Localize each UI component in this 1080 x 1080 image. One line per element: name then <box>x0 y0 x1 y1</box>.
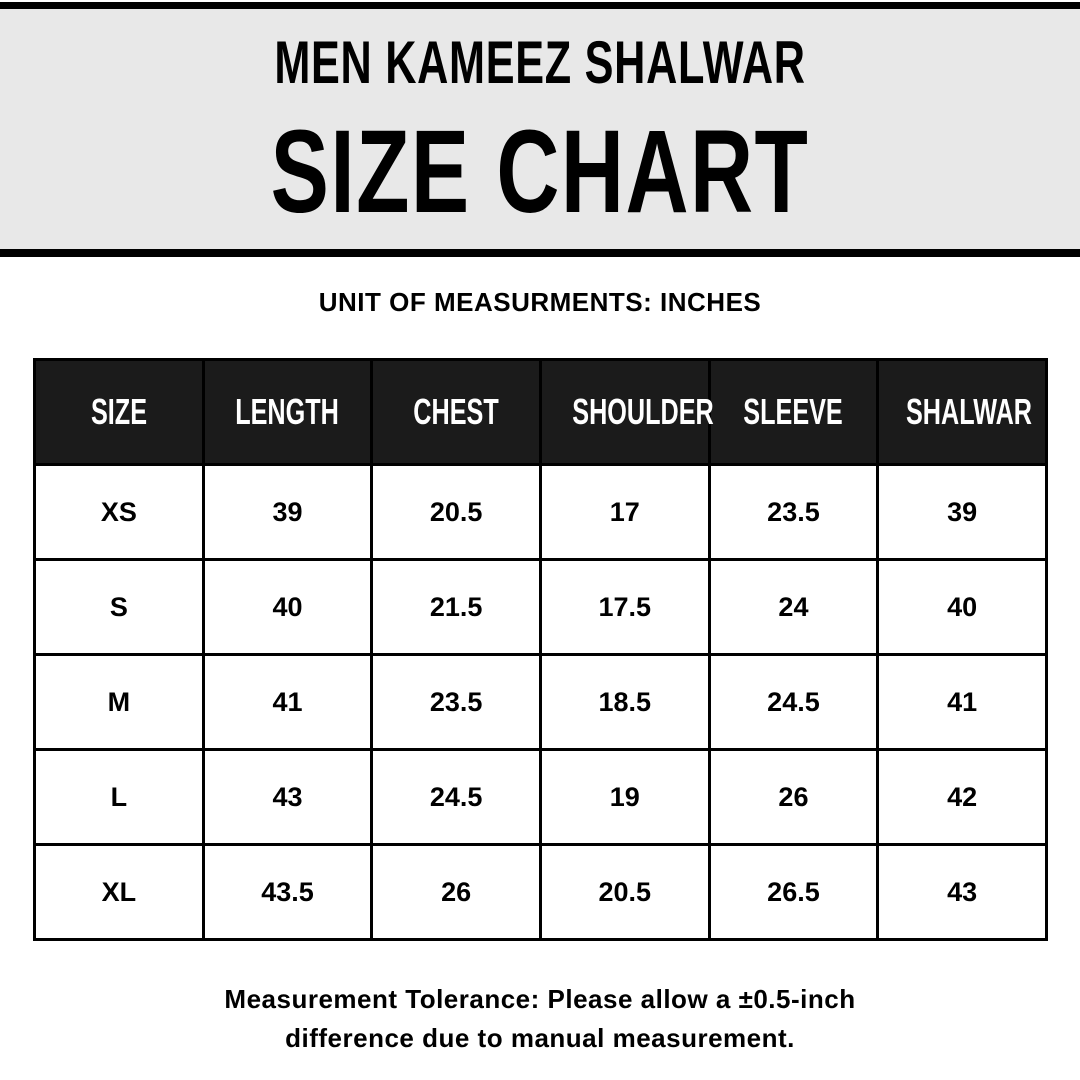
tolerance-line-1: Measurement Tolerance: Please allow a ±0… <box>224 984 856 1014</box>
column-header-shoulder: SHOULDER <box>538 358 714 466</box>
column-header-chest: CHEST <box>370 358 542 466</box>
table-row: XS 39 20.5 17 23.5 39 <box>33 463 1048 561</box>
cell-length: 43.5 <box>201 843 374 941</box>
cell-sleeve: 24 <box>707 558 880 656</box>
cell-shoulder: 20.5 <box>538 843 711 941</box>
column-header-size: SIZE <box>33 358 205 466</box>
cell-shoulder: 17.5 <box>538 558 711 656</box>
cell-shalwar: 42 <box>876 748 1048 846</box>
cell-size: S <box>33 558 205 656</box>
table-row: L 43 24.5 19 26 42 <box>33 748 1048 846</box>
table-header-row: SIZE LENGTH CHEST SHOULDER SLEEVE SHALWAR <box>33 358 1048 466</box>
cell-length: 43 <box>201 748 374 846</box>
cell-size: L <box>33 748 205 846</box>
cell-sleeve: 23.5 <box>707 463 880 561</box>
table-row: S 40 21.5 17.5 24 40 <box>33 558 1048 656</box>
cell-size: M <box>33 653 205 751</box>
cell-sleeve: 26 <box>707 748 880 846</box>
page-title: SIZE CHART <box>270 106 810 238</box>
cell-size: XL <box>33 843 205 941</box>
cell-shoulder: 17 <box>538 463 711 561</box>
cell-length: 39 <box>201 463 374 561</box>
column-header-shalwar: SHALWAR <box>876 358 1048 466</box>
cell-length: 41 <box>201 653 374 751</box>
size-table: SIZE LENGTH CHEST SHOULDER SLEEVE SHALWAR XS 3… <box>33 358 1048 941</box>
table-row: M 41 23.5 18.5 24.5 41 <box>33 653 1048 751</box>
cell-shalwar: 43 <box>876 843 1048 941</box>
cell-shalwar: 40 <box>876 558 1048 656</box>
tolerance-line-2: difference due to manual measurement. <box>285 1023 795 1053</box>
table-row: XL 43.5 26 20.5 26.5 43 <box>33 843 1048 941</box>
cell-size: XS <box>33 463 205 561</box>
cell-chest: 23.5 <box>370 653 542 751</box>
cell-sleeve: 26.5 <box>707 843 880 941</box>
cell-chest: 26 <box>370 843 542 941</box>
cell-sleeve: 24.5 <box>707 653 880 751</box>
cell-shoulder: 18.5 <box>538 653 711 751</box>
cell-length: 40 <box>201 558 374 656</box>
cell-chest: 20.5 <box>370 463 542 561</box>
unit-label: UNIT OF MEASURMENTS: INCHES <box>318 287 762 317</box>
header-band: MEN KAMEEZ SHALWAR SIZE CHART <box>0 2 1080 257</box>
cell-shalwar: 41 <box>876 653 1048 751</box>
cell-shoulder: 19 <box>538 748 711 846</box>
subtitle: MEN KAMEEZ SHALWAR <box>274 29 806 96</box>
cell-chest: 21.5 <box>370 558 542 656</box>
tolerance-note: Measurement Tolerance: Please allow a ±0… <box>0 980 1080 1058</box>
column-header-length: LENGTH <box>201 358 374 466</box>
cell-chest: 24.5 <box>370 748 542 846</box>
cell-shalwar: 39 <box>876 463 1048 561</box>
column-header-sleeve: SLEEVE <box>707 358 880 466</box>
